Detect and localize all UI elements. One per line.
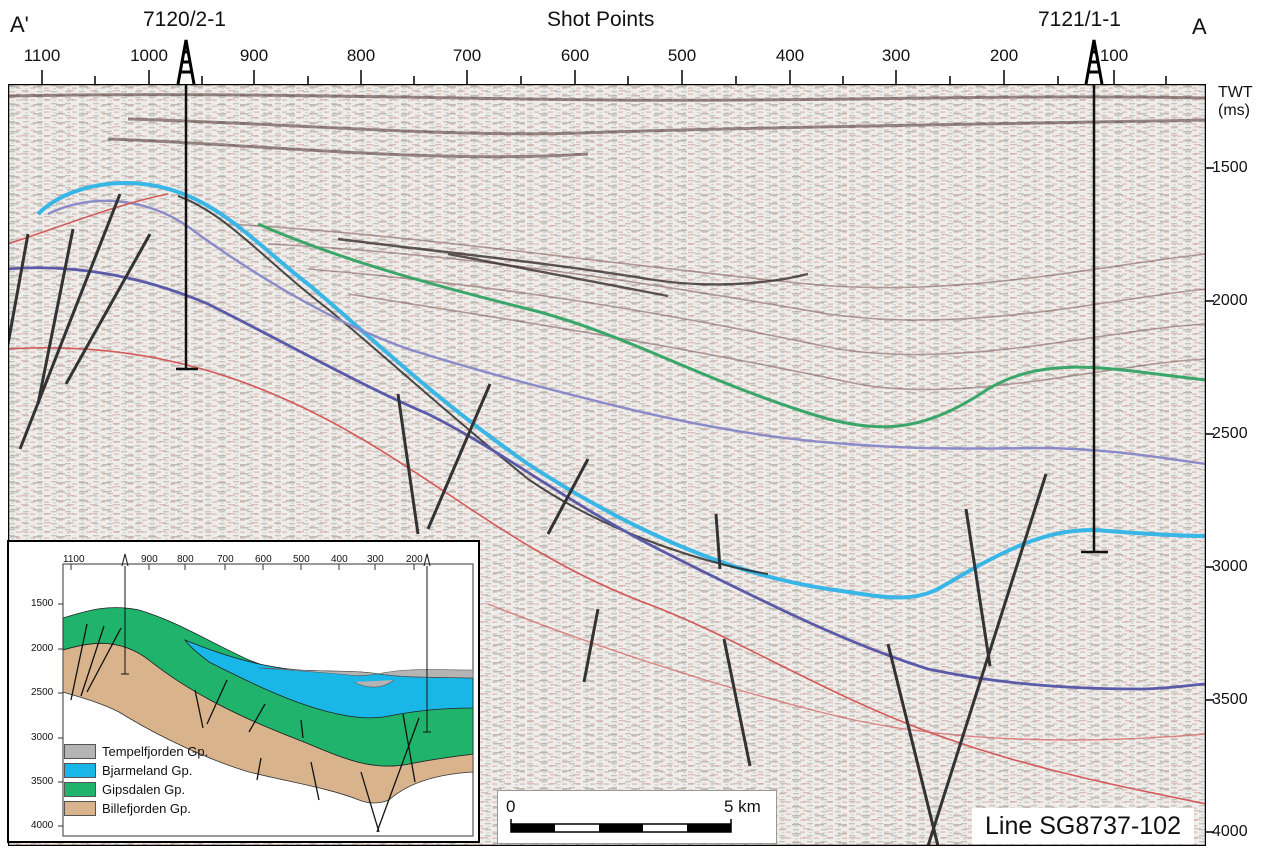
legend-label: Billefjorden Gp. <box>102 801 191 816</box>
shot-point-label: 200 <box>989 46 1019 65</box>
shot-point-label: 400 <box>775 46 805 65</box>
twt-tick-label: 3000 <box>1212 558 1248 575</box>
legend-swatch <box>64 801 96 816</box>
inset-shot-point-label: 700 <box>217 554 234 565</box>
inset-legend: Tempelfjorden Gp. Bjarmeland Gp. Gipsdal… <box>64 742 208 818</box>
twt-axis-title-line1: TWT <box>1218 84 1253 101</box>
inset-shot-point-label: 400 <box>331 554 348 565</box>
seismic-line-label: Line SG8737-102 <box>972 808 1194 844</box>
section-end-label-a: A <box>1192 14 1207 39</box>
twt-axis-title-line2: (ms) <box>1218 102 1250 119</box>
scale-bar-end-label: 5 km <box>724 797 761 816</box>
legend-swatch <box>64 782 96 797</box>
derrick-icon <box>176 39 196 85</box>
shot-point-label: 500 <box>667 46 697 65</box>
twt-tick-label: 3500 <box>1212 691 1248 708</box>
twt-axis-title: TWT (ms) <box>1218 84 1253 120</box>
inset-shot-point-label: 300 <box>367 554 384 565</box>
inset-twt-tick-label: 4000 <box>31 820 54 831</box>
legend-label: Bjarmeland Gp. <box>102 763 193 778</box>
legend-item-gipsdalen: Gipsdalen Gp. <box>64 780 208 799</box>
legend-label: Tempelfjorden Gp. <box>102 744 209 759</box>
inset-shot-point-label: 1100 <box>63 554 85 565</box>
inset-shot-point-label: 900 <box>141 554 158 565</box>
scale-bar: 0 5 km <box>497 790 777 844</box>
shot-point-label: 100 <box>1099 46 1129 65</box>
scale-bar-start-label: 0 <box>506 797 516 816</box>
inset-shot-point-label: 200 <box>406 554 423 565</box>
legend-label: Gipsdalen Gp. <box>102 782 186 797</box>
legend-item-tempelfjorden: Tempelfjorden Gp. <box>64 742 208 761</box>
inset-twt-tick-label: 2500 <box>31 687 54 698</box>
shot-point-label: 300 <box>881 46 911 65</box>
inset-shot-point-label: 800 <box>177 554 194 565</box>
inset-interpretation-panel: 1100 900 800 700 600 500 400 300 200 150… <box>7 540 480 843</box>
legend-swatch <box>64 763 96 778</box>
shot-point-label: 1100 <box>23 46 61 65</box>
shot-point-label: 1000 <box>130 46 168 65</box>
shot-points-title: Shot Points <box>547 8 655 31</box>
inset-shot-point-label: 500 <box>293 554 310 565</box>
inset-twt-tick-label: 3500 <box>31 776 54 787</box>
inset-twt-tick-label: 1500 <box>31 598 54 609</box>
derrick-icon <box>1084 39 1104 85</box>
inset-twt-tick-label: 3000 <box>31 732 54 743</box>
twt-tick-label: 1500 <box>1212 159 1248 176</box>
shot-point-label: 800 <box>346 46 376 65</box>
inset-cross-section <box>58 553 474 837</box>
scale-bar-graphic <box>510 819 732 833</box>
twt-tick-label: 2500 <box>1212 425 1248 442</box>
legend-item-bjarmeland: Bjarmeland Gp. <box>64 761 208 780</box>
twt-tick-label: 4000 <box>1212 823 1248 840</box>
well-label-right: 7121/1-1 <box>1038 8 1121 31</box>
legend-item-billefjorden: Billefjorden Gp. <box>64 799 208 818</box>
shot-point-label: 900 <box>239 46 269 65</box>
inset-shot-point-label: 600 <box>255 554 272 565</box>
section-end-label-a-prime: A' <box>10 12 29 37</box>
shot-point-label: 600 <box>560 46 590 65</box>
legend-swatch <box>64 744 96 759</box>
inset-twt-tick-label: 2000 <box>31 643 54 654</box>
twt-tick-label: 2000 <box>1212 292 1248 309</box>
well-label-left: 7120/2-1 <box>143 8 226 31</box>
shot-point-label: 700 <box>452 46 482 65</box>
